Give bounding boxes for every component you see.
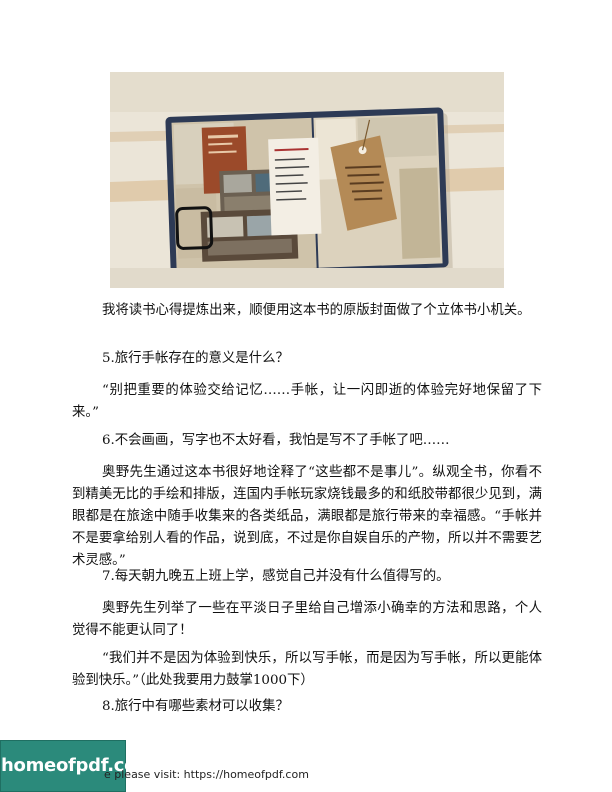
footer-link-text[interactable]: e please visit: https://homeofpdf.com <box>104 768 309 781</box>
paragraph-1: 我将读书心得提炼出来，顺便用这本书的原版封面做了个立体书小机关。 <box>102 303 531 318</box>
homeofpdf-logo[interactable]: homeofpdf.com <box>0 740 155 792</box>
quote-2: “我们并不是因为体验到快乐，所以写手帐，而是因为写手帐，所以更能体验到快乐。”（… <box>72 651 542 688</box>
question-5: 5.旅行手帐存在的意义是什么？ <box>102 351 289 366</box>
question-7: 7.每天朝九晚五上班上学，感觉自己并没有什么值得写的。 <box>102 569 450 584</box>
paragraph-2: 奥野先生通过这本书很好地诠释了“这些都不是事儿”。纵观全书，你看不到精美无比的手… <box>72 465 542 568</box>
quote-1: “别把重要的体验交给记忆……手帐，让一闪即逝的体验完好地保留了下来。” <box>72 383 542 420</box>
scrapbook-illustration <box>110 72 504 288</box>
scrapbook-photo <box>110 72 504 288</box>
question-8: 8.旅行中有哪些素材可以收集？ <box>102 699 289 714</box>
paragraph-3: 奥野先生列举了一些在平淡日子里给自己增添小确幸的方法和思路，个人觉得不能更认同了… <box>72 601 542 638</box>
question-6: 6.不会画画，写字也不太好看，我怕是写不了手帐了吧…… <box>102 433 450 448</box>
